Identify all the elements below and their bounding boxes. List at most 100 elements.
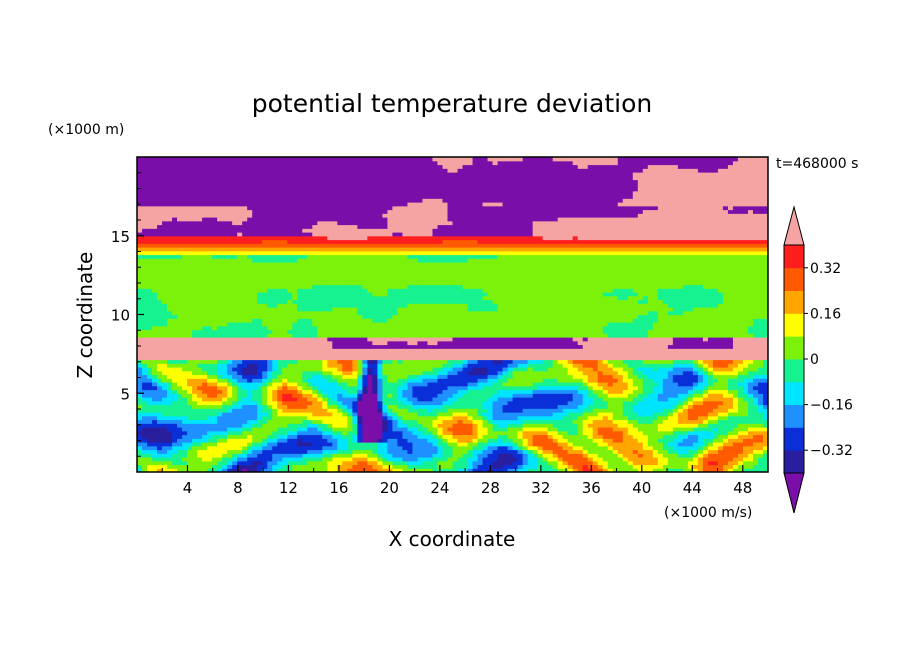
contour-cell (277, 363, 288, 368)
contour-cell (217, 412, 223, 417)
contour-cell (377, 367, 383, 372)
contour-cell (182, 434, 203, 439)
contour-cell (642, 209, 729, 214)
contour-cell (637, 468, 654, 472)
contour-cell (252, 427, 278, 432)
contour-cell (402, 445, 414, 451)
contour-cell (267, 404, 273, 409)
contour-cell (672, 427, 694, 432)
contour-cell (632, 404, 674, 409)
contour-cell (367, 337, 454, 342)
contour-cell (247, 254, 308, 259)
contour-cell (582, 337, 589, 342)
colorbar-segment (784, 404, 804, 428)
contour-cell (272, 359, 278, 364)
contour-cell (182, 457, 203, 462)
contour-cell (622, 378, 634, 383)
contour-cell (532, 367, 549, 372)
contour-cell (567, 400, 584, 406)
contour-cell (197, 453, 223, 458)
contour-cell (327, 404, 338, 409)
contour-cell (302, 457, 323, 462)
contour-cell (272, 404, 278, 409)
contour-cell (522, 457, 529, 462)
contour-cell (287, 438, 298, 443)
contour-cell (592, 397, 604, 402)
contour-cell (232, 457, 238, 462)
contour-cell (302, 389, 313, 394)
contour-cell (662, 453, 679, 458)
contour-cell (532, 453, 539, 458)
contour-cell (467, 370, 489, 376)
contour-cell (517, 415, 564, 421)
contour-cell (192, 393, 198, 398)
contour-cell (257, 408, 263, 413)
contour-cell (727, 164, 768, 169)
contour-cell (427, 382, 469, 387)
contour-cell (407, 284, 464, 289)
contour-cell (442, 363, 454, 368)
contour-cell (327, 363, 343, 368)
contour-cell (752, 318, 768, 323)
contour-cell (372, 340, 388, 346)
contour-cell (517, 442, 524, 447)
contour-cell (402, 389, 414, 394)
contour-cell (137, 205, 248, 211)
contour-cell (137, 292, 158, 297)
contour-cell (512, 393, 534, 398)
contour-cell (472, 449, 484, 454)
contour-cell (587, 389, 594, 394)
contour-cell (542, 453, 554, 458)
contour-cell (177, 438, 193, 443)
contour-cell (327, 468, 338, 472)
x-tick-label: 36 (582, 479, 601, 497)
contour-cell (237, 464, 258, 469)
contour-cell (762, 412, 768, 417)
contour-cell (142, 367, 148, 372)
contour-cell (192, 370, 208, 376)
contour-cell (207, 430, 228, 436)
contour-cell (137, 419, 153, 424)
contour-cell (492, 412, 554, 417)
contour-cell (742, 385, 749, 391)
contour-cell (142, 449, 158, 454)
contour-cell (507, 378, 544, 383)
contour-cell (427, 438, 439, 443)
contour-cell (137, 382, 143, 387)
contour-cell (642, 370, 669, 376)
contour-cell (202, 325, 213, 331)
contour-cell (342, 367, 353, 372)
contour-cell (272, 397, 278, 402)
contour-cell (512, 442, 519, 447)
contour-cell (507, 400, 569, 406)
contour-cell (507, 370, 514, 376)
contour-cell (632, 378, 644, 383)
contour-cell (662, 299, 724, 304)
contour-cell (262, 385, 268, 391)
contour-cell (697, 457, 704, 462)
contour-cell (137, 412, 163, 417)
contour-cell (597, 374, 614, 379)
contour-cell (382, 412, 388, 417)
contour-cell (442, 453, 454, 458)
contour-cell (162, 370, 193, 376)
contour-cell (432, 419, 444, 424)
contour-cell (417, 340, 429, 346)
contour-cell (637, 453, 644, 458)
contour-cell (707, 370, 714, 376)
contour-cell (177, 397, 188, 402)
contour-cell (242, 468, 248, 472)
contour-cell (137, 408, 228, 413)
contour-cell (567, 468, 574, 472)
contour-cell (387, 427, 394, 432)
contour-cell (497, 457, 519, 462)
contour-cell (312, 322, 609, 327)
contour-cell (572, 419, 584, 424)
contour-cell (612, 427, 629, 432)
contour-cell (357, 460, 368, 466)
contour-cell (712, 434, 719, 439)
contour-cell (387, 404, 399, 409)
contour-cell (247, 419, 258, 424)
contour-cell (382, 359, 394, 364)
contour-cell (707, 367, 714, 372)
